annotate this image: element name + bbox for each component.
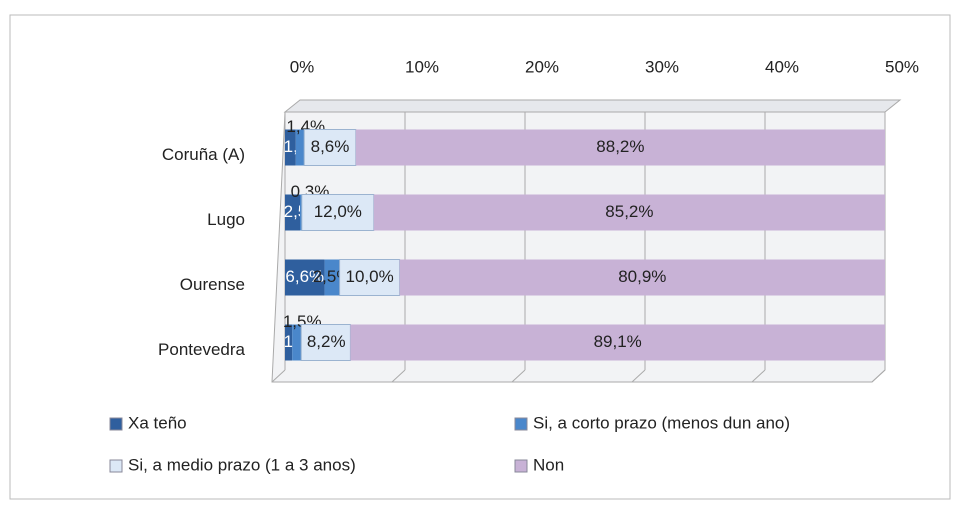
bar-segment: [285, 129, 296, 166]
legend-label: Xa teño: [128, 413, 187, 432]
bar-segment: [295, 129, 305, 166]
x-tick-label: 10%: [405, 57, 439, 76]
bar-segment: [399, 259, 885, 296]
grid-line: [871, 369, 886, 383]
x-tick-label: 0%: [290, 57, 315, 76]
value-label: 85,2%: [605, 202, 653, 221]
bar-segment: [339, 259, 401, 296]
bar-segment: [285, 259, 325, 296]
legend-label: Si, a medio prazo (1 a 3 anos): [128, 455, 356, 474]
plot-top: [283, 99, 902, 113]
bar-segment: [303, 129, 357, 166]
value-label: 80,9%: [618, 267, 666, 286]
value-label: 10,0%: [345, 267, 393, 286]
grid-line: [631, 369, 646, 383]
x-tick-label: 20%: [525, 57, 559, 76]
grid-line: [271, 369, 286, 383]
y-tick-label: Ourense: [180, 275, 245, 294]
legend-swatch: [514, 417, 528, 431]
value-label: 89,1%: [594, 332, 642, 351]
grid-line: [511, 369, 526, 383]
bar-segment: [300, 194, 302, 231]
bar-segment: [285, 194, 300, 231]
value-label: 88,2%: [596, 137, 644, 156]
bar-segment: [324, 259, 340, 296]
x-tick-label: 50%: [885, 57, 919, 76]
x-tick-label: 30%: [645, 57, 679, 76]
bar-segment: [300, 324, 351, 361]
legend-swatch: [109, 459, 123, 473]
legend-swatch: [514, 459, 528, 473]
value-label: 8,2%: [307, 332, 346, 351]
value-label: 6,6%: [285, 267, 324, 286]
legend-swatch: [109, 417, 123, 431]
bar-segment: [350, 324, 885, 361]
x-tick-label: 40%: [765, 57, 799, 76]
legend-label: Si, a corto prazo (menos dun ano): [533, 413, 790, 432]
bar-segment: [373, 194, 885, 231]
bar-segment: [285, 324, 293, 361]
bar-segment: [292, 324, 302, 361]
grid-line: [751, 369, 766, 383]
value-label: 8,6%: [311, 137, 350, 156]
y-tick-label: Pontevedra: [158, 340, 245, 359]
value-label: 12,0%: [314, 202, 362, 221]
y-tick-label: Coruña (A): [162, 145, 245, 164]
grid-line: [391, 369, 406, 383]
bar-segment: [301, 194, 375, 231]
legend-label: Non: [533, 455, 564, 474]
bar-segment: [355, 129, 885, 166]
y-tick-label: Lugo: [207, 210, 245, 229]
